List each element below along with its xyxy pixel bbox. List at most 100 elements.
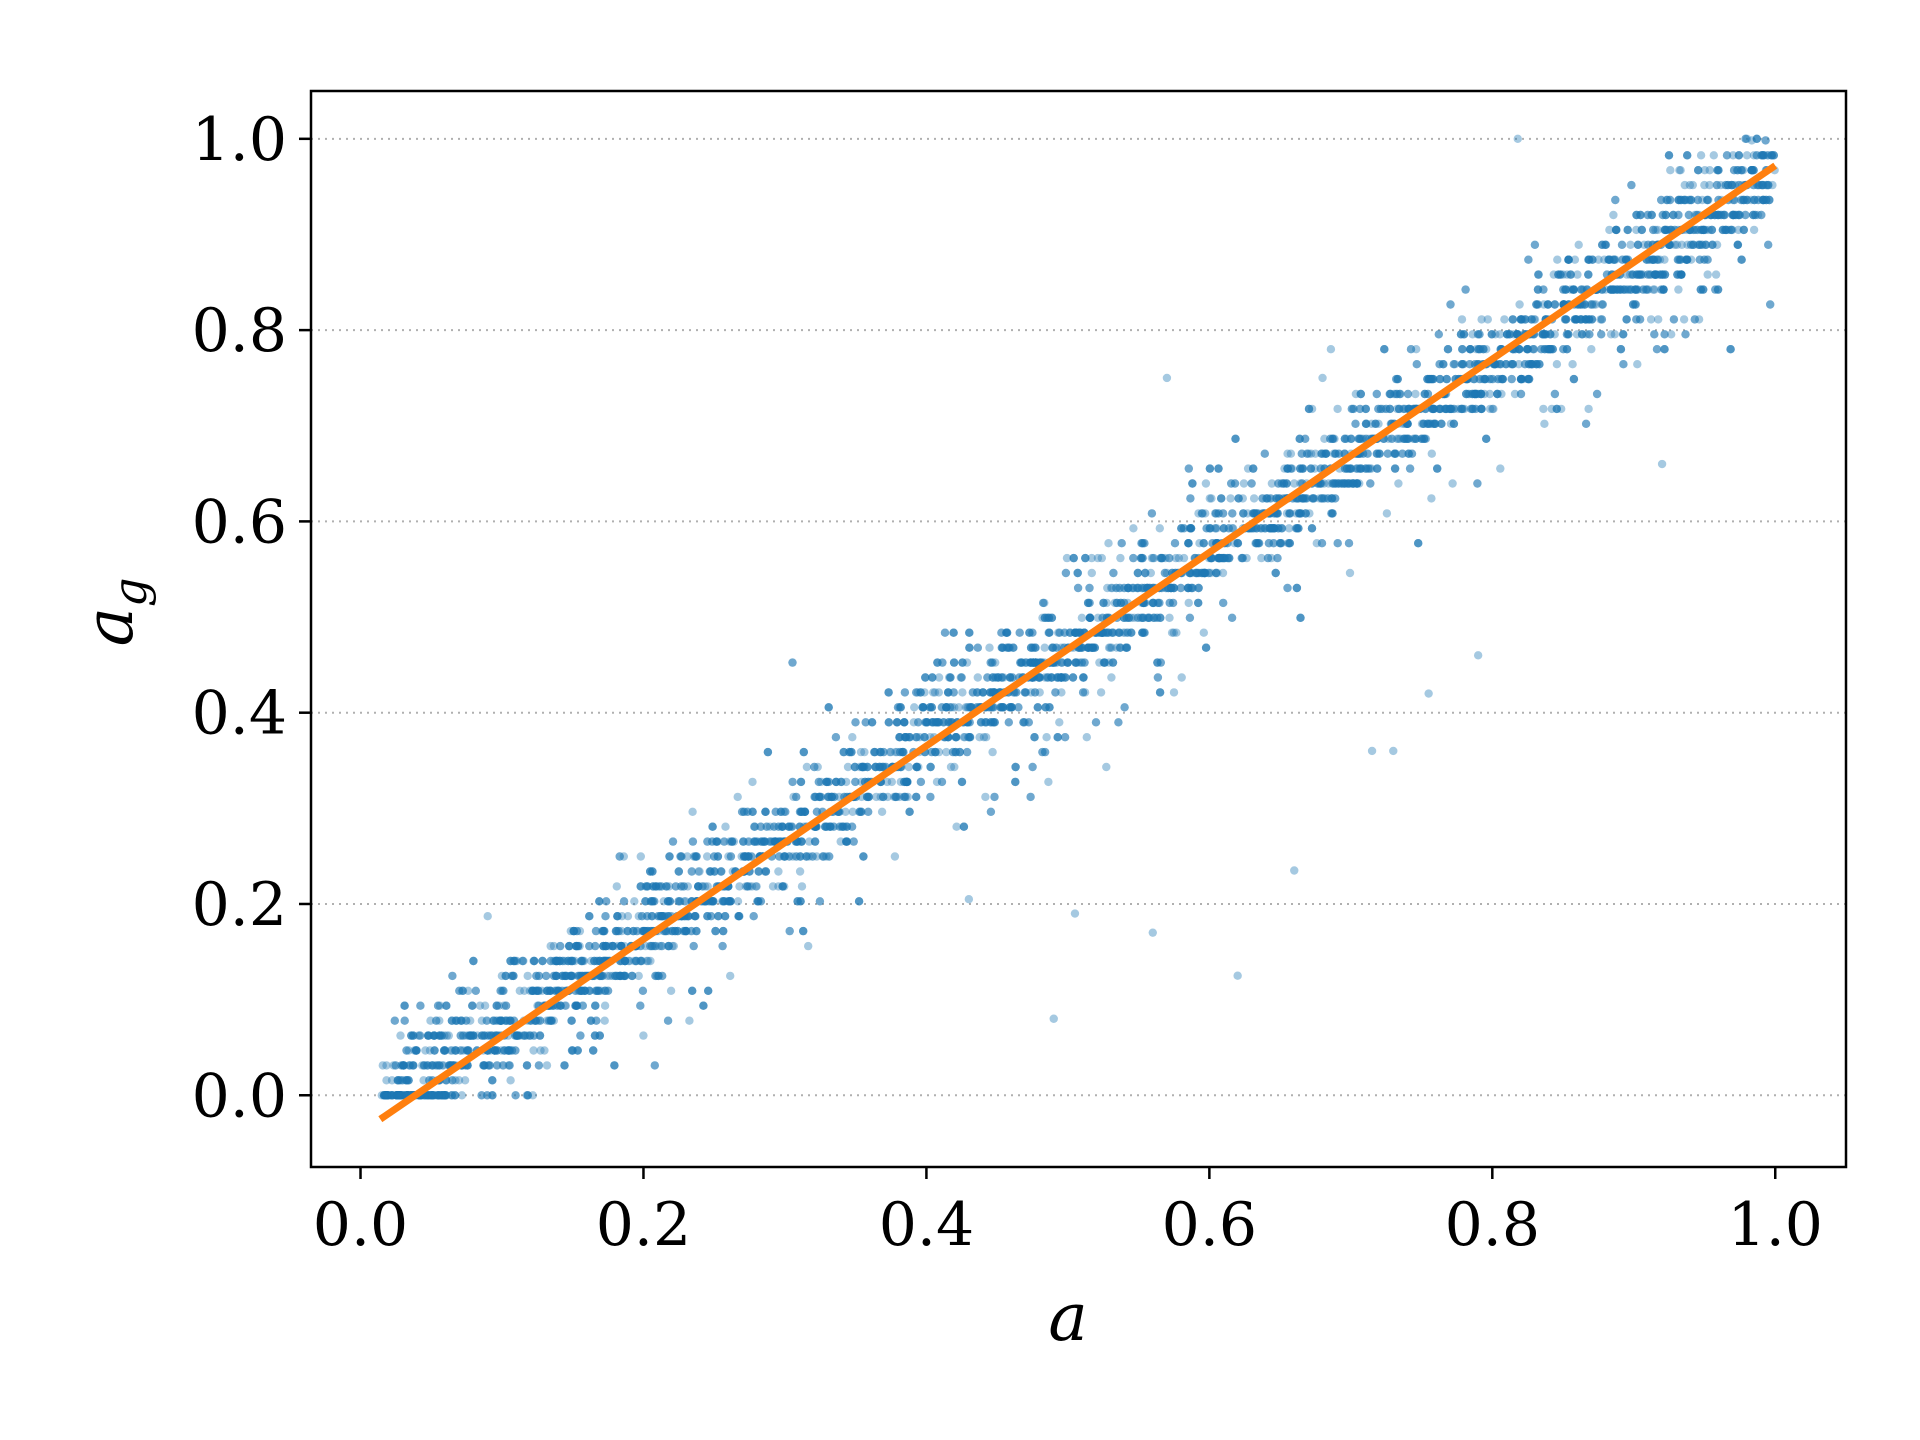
scatter-point — [561, 1001, 570, 1010]
scatter-point — [860, 762, 869, 772]
scatter-point — [1652, 345, 1662, 354]
scatter-point — [674, 867, 683, 876]
scatter-point — [720, 837, 729, 846]
scatter-point — [1044, 628, 1053, 637]
scatter-point — [1302, 449, 1312, 458]
scatter-point — [1447, 404, 1456, 414]
scatter-point — [842, 837, 852, 846]
scatter-point — [1188, 583, 1197, 593]
scatter-point — [1250, 509, 1260, 518]
scatter-point — [1152, 613, 1162, 622]
scatter-point — [1298, 464, 1308, 473]
scatter-point — [663, 1016, 673, 1025]
scatter-point — [1123, 628, 1132, 637]
scatter-point — [760, 867, 770, 876]
scatter-point — [612, 971, 622, 981]
scatter-point — [784, 822, 793, 831]
scatter-point — [1078, 673, 1088, 682]
scatter-point — [1722, 225, 1731, 235]
scatter-point — [1442, 374, 1451, 384]
scatter-point — [665, 852, 674, 861]
scatter-point — [1616, 285, 1625, 294]
scatter-point — [748, 807, 757, 816]
scatter-point — [1734, 151, 1744, 160]
scatter-point — [382, 1091, 392, 1100]
scatter-point — [573, 941, 583, 951]
scatter-point — [1454, 404, 1463, 414]
scatter-point — [902, 777, 912, 787]
scatter-point — [1508, 315, 1518, 324]
scatter-point — [1076, 628, 1085, 637]
scatter-point — [1647, 210, 1656, 220]
scatter-point — [1530, 240, 1540, 249]
scatter-point — [1123, 628, 1132, 637]
scatter-point — [1030, 733, 1039, 742]
scatter-point — [1619, 330, 1628, 339]
scatter-point — [1373, 449, 1382, 458]
scatter-point — [663, 1016, 673, 1025]
scatter-point — [695, 867, 704, 876]
scatter-point — [1749, 225, 1759, 235]
scatter-point — [469, 1031, 478, 1040]
scatter-point — [411, 1046, 421, 1055]
scatter-point — [692, 926, 701, 936]
scatter-point — [931, 718, 940, 727]
scatter-point — [435, 1031, 444, 1040]
scatter-point — [1157, 553, 1167, 563]
scatter-point — [876, 747, 885, 757]
scatter-point — [1569, 374, 1579, 384]
scatter-point — [1114, 718, 1123, 727]
scatter-point — [1446, 300, 1455, 309]
scatter-point — [649, 941, 658, 951]
scatter-point — [555, 956, 564, 966]
scatter-point — [657, 912, 667, 921]
scatter-point — [1587, 315, 1597, 324]
scatter-point — [1493, 389, 1502, 399]
scatter-point — [727, 837, 737, 846]
scatter-point — [827, 792, 836, 802]
scatter-point — [1521, 315, 1530, 324]
scatter-point — [1439, 360, 1448, 369]
scatter-point — [1298, 494, 1307, 503]
scatter-point — [1428, 404, 1437, 414]
scatter-point — [958, 688, 967, 697]
scatter-point — [687, 867, 696, 876]
scatter-point — [647, 941, 657, 951]
scatter-point — [901, 792, 910, 802]
scatter-point — [397, 1061, 406, 1070]
scatter-point — [546, 1016, 556, 1025]
scatter-point — [812, 807, 822, 816]
scatter-point — [831, 733, 841, 742]
scatter-point — [1566, 270, 1575, 279]
scatter-point — [448, 971, 457, 981]
scatter-point — [427, 1091, 437, 1100]
scatter-point — [1029, 658, 1038, 667]
scatter-point — [1699, 225, 1708, 235]
scatter-point — [428, 1091, 437, 1100]
scatter-point — [1184, 598, 1193, 608]
scatter-point — [1568, 360, 1577, 369]
scatter-point — [1021, 688, 1031, 697]
scatter-point — [1129, 553, 1138, 563]
scatter-point — [751, 882, 761, 891]
scatter-point — [462, 1031, 471, 1040]
scatter-point — [839, 747, 848, 757]
scatter-point — [1757, 180, 1767, 190]
scatter-point — [1362, 419, 1371, 428]
scatter-point — [550, 986, 559, 995]
scatter-point — [641, 897, 650, 906]
scatter-point — [1257, 524, 1267, 533]
scatter-point — [800, 807, 809, 816]
scatter-point — [1566, 270, 1575, 279]
scatter-point — [825, 822, 835, 831]
scatter-point — [990, 718, 999, 727]
scatter-point — [689, 941, 698, 951]
scatter-point — [1404, 434, 1413, 443]
scatter-point — [1351, 419, 1360, 428]
scatter-point — [1308, 494, 1318, 503]
scatter-point — [1539, 285, 1548, 294]
scatter-point — [1435, 360, 1444, 369]
scatter-point — [1699, 285, 1708, 294]
scatter-point — [900, 688, 910, 697]
scatter-point — [1363, 449, 1372, 458]
